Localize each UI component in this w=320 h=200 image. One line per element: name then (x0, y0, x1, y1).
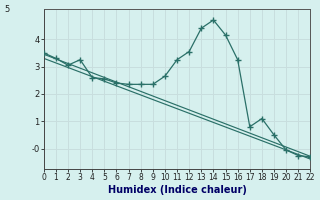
X-axis label: Humidex (Indice chaleur): Humidex (Indice chaleur) (108, 185, 246, 195)
Text: 5: 5 (5, 5, 10, 14)
